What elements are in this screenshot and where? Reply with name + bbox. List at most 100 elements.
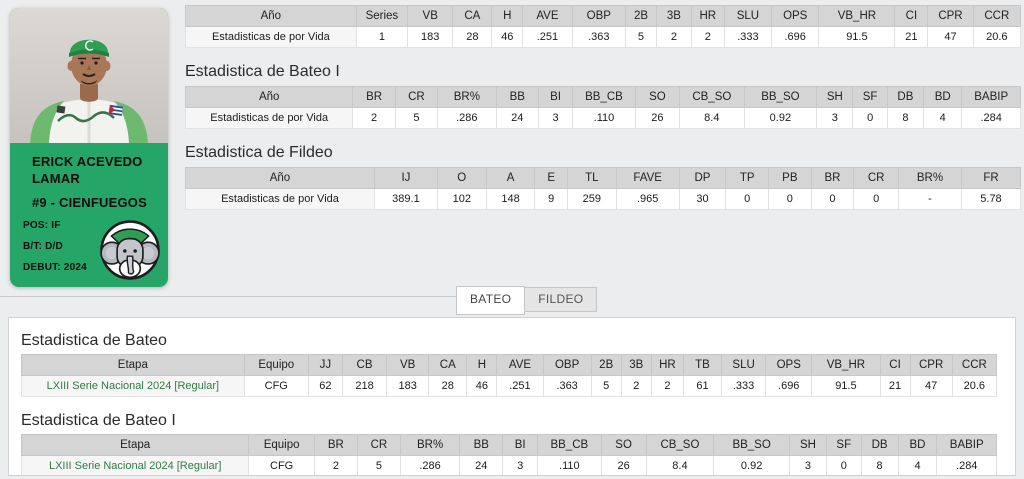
column-header: VB_HR [811,354,881,376]
stat-cell: .696 [765,375,813,397]
header-row: Año IJ O A E TL FAVE DP TP PB BR CR BR% FR [185,167,1022,189]
table-row: LXIII Serie Nacional 2024 [Regular] CFG 2 5… [20,455,997,475]
stat-cell: 3 [816,107,854,129]
player-info-panel: ERICK ACEVEDO LAMAR #9 - CIENFUEGOS POS:… [10,143,168,287]
tabs-divider-line [0,296,456,297]
stat-cell: 24 [495,107,539,129]
stat-cell: .251 [496,375,544,397]
stat-cell: 2 [650,375,684,397]
stat-cell: .363 [542,375,592,397]
column-header: DP [678,167,727,189]
column-header: SLU [723,5,773,27]
stat-cell: .333 [721,375,767,397]
player-card: ERICK ACEVEDO LAMAR #9 - CIENFUEGOS POS:… [10,8,168,287]
stat-cell: 2 [690,26,725,48]
stat-cell: 28 [428,375,468,397]
stat-cell: 0 [768,188,812,210]
column-header: DB [860,434,899,456]
tab-bateo[interactable]: BATEO [456,286,526,315]
etapa-link[interactable]: LXIII Serie Nacional 2024 [Regular] [48,460,222,472]
stat-cell: 0 [825,455,862,475]
column-header: SLU [721,354,767,376]
stat-cell: 2 [655,26,692,48]
tab-fildeo[interactable]: FILDEO [525,287,598,312]
column-header: O [436,167,487,189]
stat-cell: 0 [853,188,899,210]
stat-cell: .284 [936,455,997,475]
column-header: CPR [927,5,974,27]
stats-tabs: BATEO FILDEO [456,286,598,315]
stat-cell: .284 [961,107,1021,129]
etapa-link[interactable]: LXIII Serie Nacional 2024 [Regular] [46,380,220,392]
column-header: BD [923,86,963,108]
stat-cell: 1 [355,26,409,48]
column-header: TP [725,167,769,189]
row-label-cell: LXIII Serie Nacional 2024 [Regular] [21,375,245,397]
column-header: 2B [625,5,657,27]
column-header: SO [600,434,647,456]
section-title-bateo-extra-season: Estadistica de Bateo I [21,412,176,429]
table-row: Estadisticas de por Vida 1 183 28 46.251.363… [185,26,1022,48]
column-header: FR [960,167,1022,189]
stat-cell: 0 [852,107,888,129]
column-header: BB_SO [743,86,818,108]
stat-cell: 46 [491,26,524,48]
column-header: CR [356,434,401,456]
column-header: TB [682,354,723,376]
stat-cell: 0 [725,188,769,210]
column-header: CCR [972,5,1022,27]
stat-cell: 0.92 [713,455,791,475]
column-header: BB_SO [713,434,791,456]
column-header: CB_SO [679,86,745,108]
column-header: Equipo [248,434,315,456]
column-header: 3B [655,5,692,27]
row-label-cell: LXIII Serie Nacional 2024 [Regular] [20,455,250,475]
column-header: BR% [399,434,461,456]
stat-cell: CFG [243,375,309,397]
table-row: Estadisticas de por Vida 2 5.286 24 3.110 26 8… [184,107,1021,129]
column-header: Año [185,167,375,189]
column-header: Año [185,5,357,27]
column-header: OPS [765,354,813,376]
stat-cell: .333 [723,26,773,48]
stat-cell: 21 [879,375,911,397]
column-header: BD [897,434,938,456]
stat-cell: 0.92 [743,107,818,129]
stat-cell: .965 [615,188,680,210]
player-debut: DEBUT: 2024 [23,262,87,273]
section-title-bateo-extra-vida: Estadistica de Bateo I [185,63,340,80]
column-header: BR [352,86,396,108]
stat-cell: 102 [436,188,487,210]
column-header: BABIP [961,86,1021,108]
header-row: Año Series VB CA H AVE OBP 2B 3B HR SLU OPS VB_HR CI C… [185,5,1022,27]
stat-cell: 5 [590,375,622,397]
player-name-line1: ERICK ACEVEDO [32,154,143,169]
column-header: JJ [307,354,343,376]
stat-cell: 8 [860,455,899,475]
column-header: VB [386,354,430,376]
stat-cell: .696 [771,26,820,48]
column-header: SH [816,86,854,108]
stat-cell: .110 [572,107,636,129]
row-label-cell: Estadisticas de por Vida [185,26,357,48]
column-header: H [466,354,498,376]
stat-cell: 91.5 [811,375,881,397]
column-header: OBP [571,5,627,27]
stat-cell: 5.78 [960,188,1022,210]
column-header: HR [650,354,684,376]
column-header: AVE [522,5,573,27]
column-header: CA [428,354,468,376]
column-header: BB_CB [537,434,602,456]
stat-cell: 148 [485,188,536,210]
stat-cell: 46 [466,375,498,397]
column-header: SF [825,434,862,456]
column-header: SF [852,86,888,108]
column-header: VB [407,5,454,27]
stat-cell: 259 [566,188,617,210]
lifetime-stats-section: Año Series VB CA H AVE OBP 2B 3B HR SLU OPS VB_HR CI C… [184,0,1022,210]
column-header: CB_SO [645,434,715,456]
column-header: Etapa [21,354,245,376]
stat-cell: 47 [927,26,974,48]
stat-cell: 5 [356,455,401,475]
column-header: CI [894,5,929,27]
